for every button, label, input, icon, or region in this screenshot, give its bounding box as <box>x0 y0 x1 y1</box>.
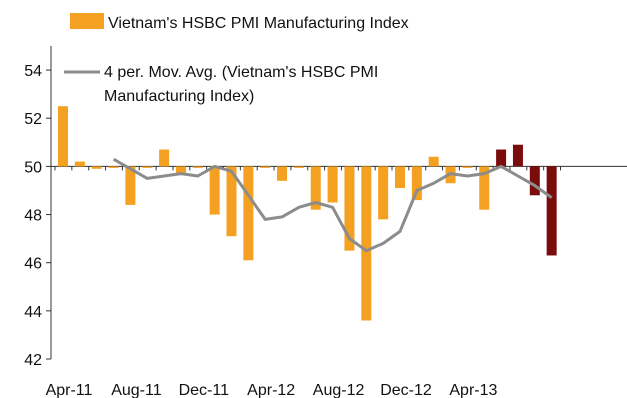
bar <box>175 166 186 174</box>
bar <box>209 166 220 215</box>
bar <box>344 166 355 251</box>
bar <box>546 166 557 256</box>
bar <box>496 149 507 167</box>
bar <box>293 166 304 168</box>
bar <box>159 149 170 167</box>
y-tick-label: 54 <box>24 63 42 80</box>
bar <box>91 166 102 169</box>
bar <box>142 166 153 168</box>
y-tick-label: 44 <box>24 304 42 321</box>
bar <box>243 166 254 261</box>
bar <box>327 166 338 203</box>
legend-swatch-bar <box>70 13 104 29</box>
legend: Vietnam's HSBC PMI Manufacturing Index 4… <box>64 13 409 105</box>
bar <box>125 166 136 205</box>
bar <box>310 166 321 210</box>
y-tick-label: 46 <box>24 256 42 273</box>
bar <box>479 166 490 210</box>
bars <box>58 106 557 321</box>
bar <box>74 161 85 167</box>
bar <box>462 166 473 168</box>
axes: 42 44 46 48 50 52 54 Apr-11 Aug-11 Dec-11 Apr-12 Au… <box>24 46 627 398</box>
bar <box>277 166 288 181</box>
bar <box>411 166 422 201</box>
bar <box>58 106 68 167</box>
moving-average <box>112 157 553 253</box>
x-tick-label: Apr-11 <box>46 382 93 398</box>
bar <box>529 166 540 196</box>
y-tick-label: 50 <box>24 159 42 176</box>
bar <box>395 166 405 189</box>
bar <box>192 166 203 168</box>
y-tick-label: 42 <box>24 352 42 369</box>
x-tick-label: Dec-11 <box>179 382 229 398</box>
bar <box>108 166 119 168</box>
legend-label-bar: Vietnam's HSBC PMI Manufacturing Index <box>108 15 409 32</box>
bar <box>512 144 523 167</box>
legend-label-line: 4 per. Mov. Avg. (Vietnam's HSBC PMI Man… <box>104 64 383 105</box>
x-tick-label: Aug-11 <box>111 382 162 398</box>
x-tick-label: Apr-12 <box>247 382 295 398</box>
moving-average-line <box>112 157 553 253</box>
y-tick-label: 52 <box>24 111 42 128</box>
x-tick-label: Dec-12 <box>380 382 432 398</box>
x-tick-label: Aug-12 <box>313 382 365 398</box>
y-tick-label: 48 <box>24 208 42 225</box>
x-tick-label: Apr-13 <box>449 382 497 398</box>
bar <box>226 166 237 237</box>
bar <box>361 166 372 321</box>
bar <box>428 156 439 167</box>
bar <box>260 166 271 168</box>
bar <box>378 166 389 220</box>
